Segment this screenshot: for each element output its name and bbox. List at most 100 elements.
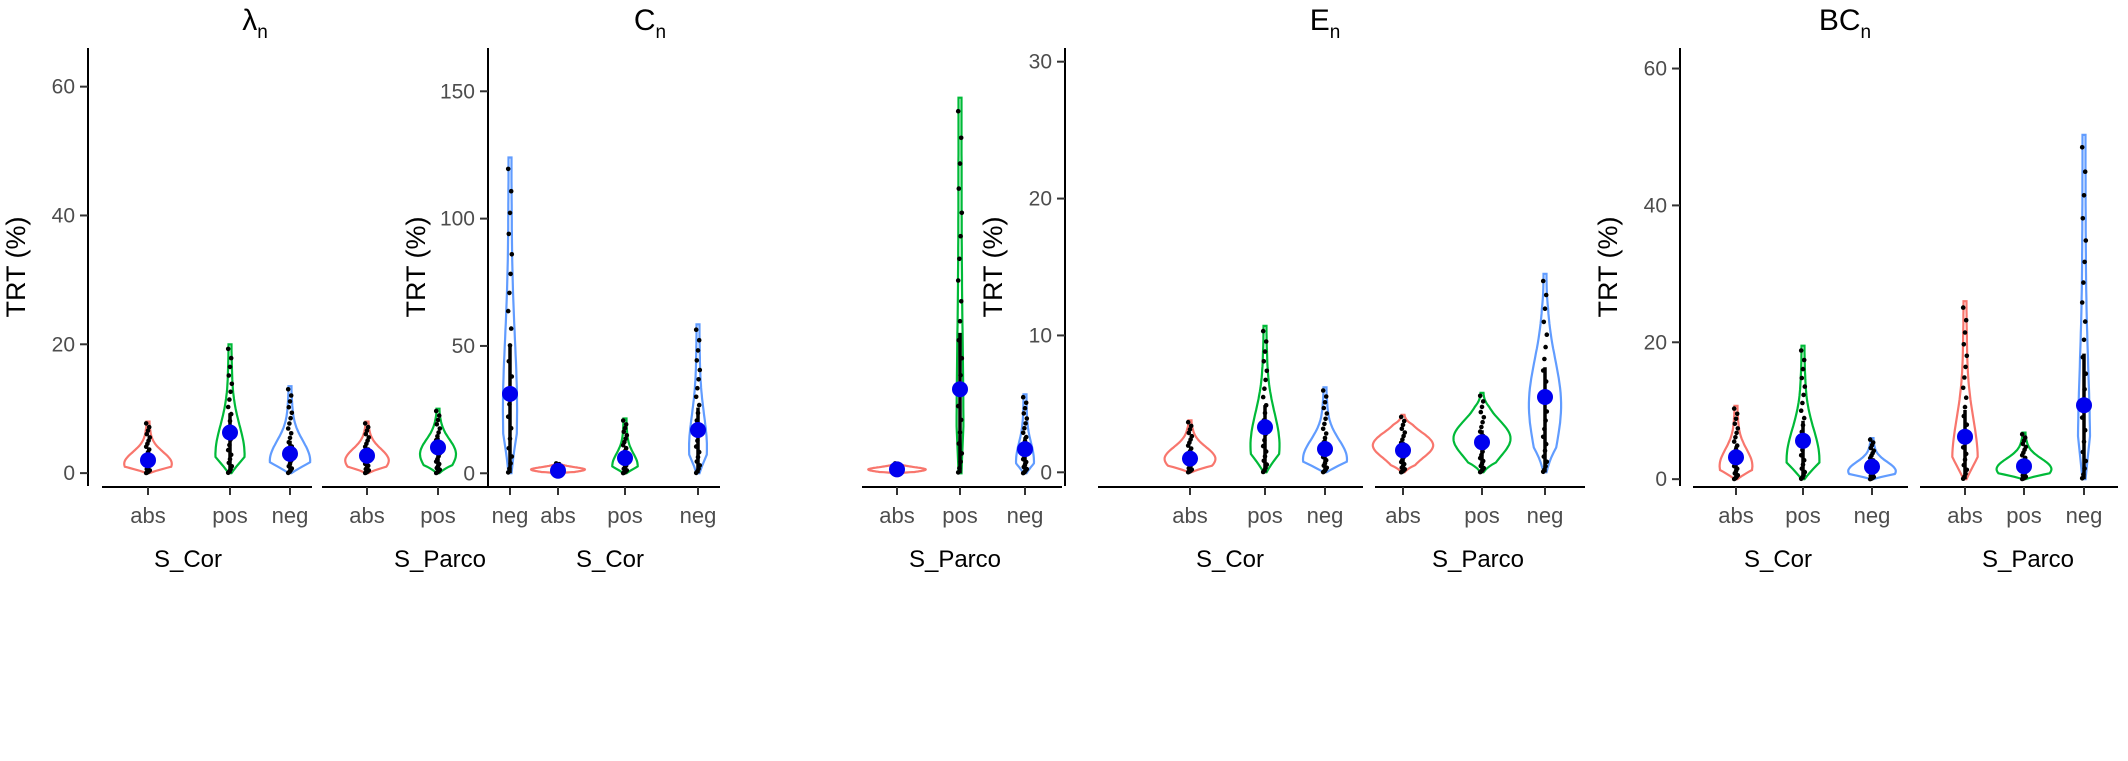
- data-point: [507, 290, 512, 296]
- y-tick-label: 20: [1029, 188, 1052, 211]
- data-point: [1734, 430, 1739, 436]
- data-point: [1320, 426, 1326, 432]
- data-point: [286, 404, 292, 410]
- x-tick-label: abs: [1718, 503, 1753, 528]
- data-point: [1320, 388, 1326, 393]
- x-tick-label: pos: [1464, 503, 1499, 528]
- data-point: [2023, 444, 2029, 450]
- facet-label: S_Cor: [576, 546, 644, 573]
- data-point: [1962, 404, 1968, 410]
- data-point: [287, 399, 293, 404]
- violin-S_Parco-neg: [2076, 133, 2092, 481]
- violin-S_Parco-pos: [1452, 391, 1512, 474]
- data-point: [1801, 415, 1807, 421]
- data-point: [287, 435, 293, 441]
- data-point: [2081, 337, 2087, 343]
- data-point: [959, 210, 965, 216]
- x-tick-label: abs: [1172, 503, 1207, 528]
- data-point: [146, 447, 152, 452]
- data-point: [623, 445, 629, 451]
- data-point: [1324, 411, 1330, 416]
- mean-point-S_Parco-pos: [430, 439, 446, 456]
- mean-point-S_Parco-neg: [502, 385, 518, 402]
- data-point: [225, 346, 231, 352]
- data-point: [695, 385, 700, 391]
- y-axis-label: TRT (%): [1593, 217, 1623, 318]
- data-point: [227, 364, 233, 370]
- mean-point-S_Parco-abs: [1395, 442, 1411, 459]
- data-point: [435, 417, 441, 423]
- y-tick-label: 60: [1644, 58, 1667, 81]
- data-point: [1542, 356, 1547, 362]
- data-point: [1400, 437, 1405, 442]
- y-tick-label: 10: [1029, 324, 1052, 347]
- data-point: [1023, 400, 1029, 406]
- mean-point-S_Cor-neg: [1864, 458, 1880, 475]
- x-tick-label: pos: [2006, 503, 2041, 528]
- y-tick-label: 150: [440, 80, 475, 103]
- data-point: [1322, 400, 1328, 405]
- chart-title: λn: [242, 4, 268, 43]
- x-tick-label: pos: [1785, 503, 1820, 528]
- x-tick-label: neg: [1307, 503, 1344, 528]
- mean-point-S_Cor-abs: [550, 462, 566, 479]
- data-point: [433, 408, 439, 414]
- facet-label: S_Parco: [1982, 546, 2074, 573]
- mean-point-S_Cor-neg: [282, 445, 298, 462]
- data-point: [1020, 394, 1026, 400]
- data-point: [1733, 416, 1739, 422]
- data-point: [1323, 394, 1329, 399]
- data-point: [1187, 427, 1193, 432]
- data-point: [226, 373, 232, 378]
- chart-title-subscript: n: [1861, 22, 1872, 43]
- data-point: [435, 434, 440, 439]
- chart-title: Cn: [634, 4, 666, 43]
- mean-point-S_Parco-abs: [889, 461, 905, 478]
- y-axis-label: TRT (%): [1, 217, 31, 318]
- data-point: [1323, 416, 1328, 422]
- violin-S_Cor-pos: [1785, 344, 1821, 481]
- y-tick-label: 20: [1644, 331, 1667, 354]
- x-tick-label: neg: [2066, 503, 2103, 528]
- x-tick-label: abs: [1947, 503, 1982, 528]
- data-point: [1481, 415, 1487, 420]
- data-point: [1399, 426, 1405, 432]
- data-point: [1024, 416, 1030, 421]
- x-tick-label: neg: [1007, 503, 1044, 528]
- data-point: [1735, 426, 1741, 431]
- data-point: [1188, 446, 1194, 451]
- data-point: [957, 161, 963, 166]
- data-point: [1544, 332, 1550, 338]
- facet-label: S_Parco: [394, 546, 486, 573]
- data-point: [1801, 357, 1807, 363]
- data-point: [228, 389, 233, 395]
- data-point: [695, 348, 701, 353]
- data-point: [1402, 430, 1408, 435]
- data-point: [1260, 394, 1266, 400]
- data-point: [1961, 342, 1967, 347]
- y-tick-label: 0: [1655, 468, 1667, 491]
- data-point: [1262, 386, 1267, 392]
- data-point: [1479, 404, 1485, 410]
- data-point: [289, 410, 295, 416]
- data-point: [1543, 344, 1548, 350]
- data-point: [1734, 411, 1740, 417]
- data-point: [694, 358, 700, 363]
- violin-S_Cor-pos: [214, 343, 246, 475]
- data-point: [1731, 439, 1737, 444]
- data-point: [1321, 405, 1327, 411]
- y-tick-label: 40: [52, 204, 75, 227]
- data-point: [285, 387, 291, 392]
- data-point: [1963, 364, 1968, 370]
- data-point: [622, 425, 628, 431]
- data-point: [1733, 435, 1738, 440]
- data-point: [1261, 359, 1267, 364]
- data-point: [1401, 418, 1407, 424]
- data-point: [143, 421, 149, 426]
- data-point: [1185, 419, 1191, 425]
- data-point: [2019, 432, 2025, 437]
- mean-point-S_Cor-pos: [617, 450, 633, 466]
- data-point: [507, 210, 513, 216]
